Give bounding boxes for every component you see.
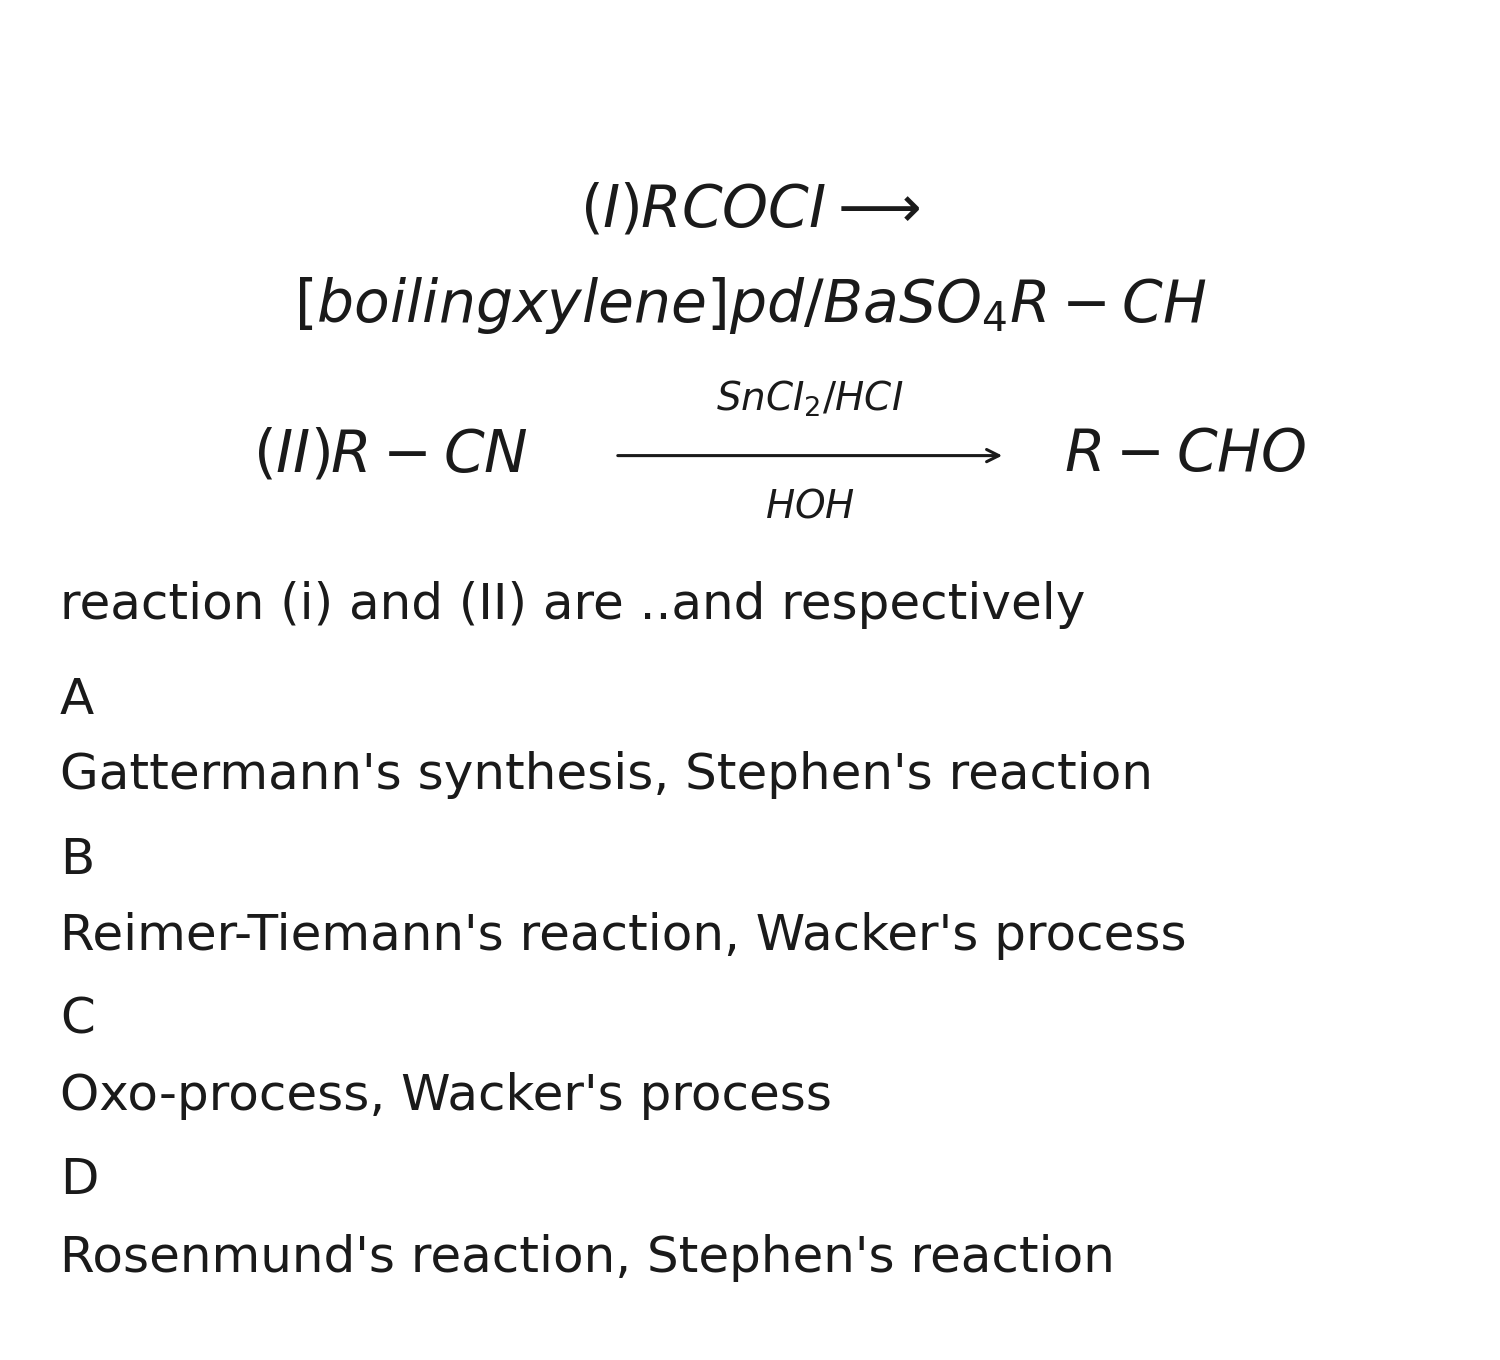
Text: D: D — [60, 1156, 99, 1205]
Text: $HOH$: $HOH$ — [765, 488, 855, 526]
Text: $R-CHO$: $R-CHO$ — [1064, 427, 1306, 484]
Text: $[boilingxylene]pd/BaSO_4R-CH$: $[boilingxylene]pd/BaSO_4R-CH$ — [294, 276, 1206, 336]
Text: Oxo-process, Wacker's process: Oxo-process, Wacker's process — [60, 1072, 832, 1121]
Text: $SnCI_2/HCI$: $SnCI_2/HCI$ — [716, 378, 904, 419]
Text: reaction (i) and (II) are ..and respectively: reaction (i) and (II) are ..and respecti… — [60, 581, 1086, 630]
Text: $(I)RCOCI \longrightarrow$: $(I)RCOCI \longrightarrow$ — [580, 182, 920, 239]
Text: Gattermann's synthesis, Stephen's reaction: Gattermann's synthesis, Stephen's reacti… — [60, 751, 1154, 800]
Text: Reimer-Tiemann's reaction, Wacker's process: Reimer-Tiemann's reaction, Wacker's proc… — [60, 911, 1186, 960]
Text: A: A — [60, 676, 94, 725]
Text: B: B — [60, 835, 94, 884]
Text: $(II)R-CN$: $(II)R-CN$ — [252, 427, 528, 484]
Text: C: C — [60, 996, 94, 1044]
Text: Rosenmund's reaction, Stephen's reaction: Rosenmund's reaction, Stephen's reaction — [60, 1234, 1114, 1282]
